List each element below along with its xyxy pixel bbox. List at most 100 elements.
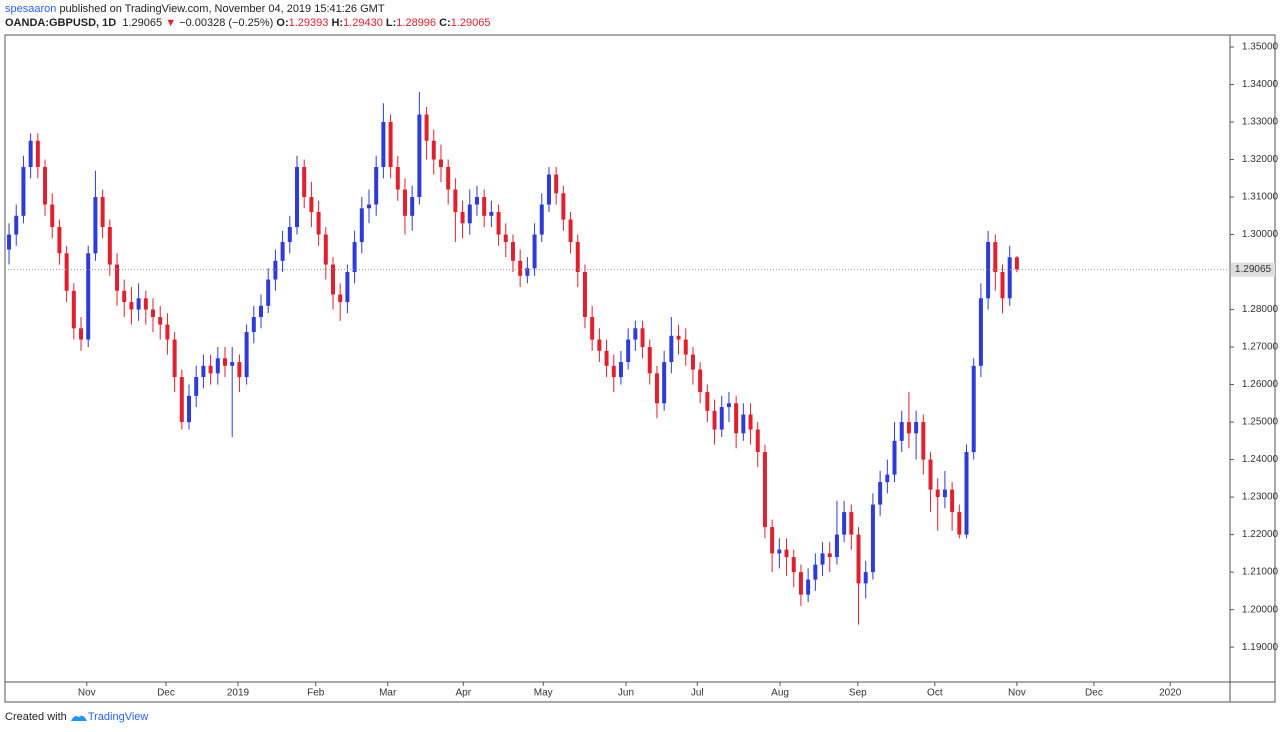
y-tick-label: 1.25000 [1242,417,1279,428]
candle-body [698,369,703,393]
candle-body [863,572,868,584]
x-tick-label: Aug [771,688,789,699]
y-tick-label: 1.22000 [1242,529,1279,540]
y-tick-label: 1.27000 [1242,342,1279,353]
candle-body [964,452,969,535]
candle-body [1007,257,1012,299]
candle-body [813,564,818,580]
candle-body [86,253,91,340]
candle-body [618,362,623,378]
candle-body [712,410,717,430]
candle-body [669,335,674,363]
y-tick-label: 1.20000 [1242,604,1279,615]
candle-body [57,227,62,254]
candle-body [892,440,897,475]
candle-body [928,459,933,490]
candle-body [856,534,861,584]
candle-body [294,167,299,228]
last-price-label: 1.29065 [1235,264,1272,275]
candle-body [950,489,955,513]
candle-body [546,174,551,205]
candle-body [482,197,487,216]
ohlc-label: C: [439,17,451,29]
candle-body [107,227,112,265]
x-tick-label: Oct [927,688,943,699]
x-tick-label: Dec [157,688,175,699]
logo [70,715,87,721]
candle-body [460,212,465,224]
candle-body [806,579,811,595]
candle-body [734,403,739,434]
y-tick-label: 1.21000 [1242,567,1279,578]
candle-body [309,197,314,213]
candle-body [676,335,681,340]
candle-body [266,279,271,306]
ohlc-label: H: [331,17,344,29]
candle-body [474,197,479,205]
candle-body [374,167,379,205]
candle-body [1014,257,1019,270]
candle-body [662,362,667,404]
ohlc-value: 1.29430 [343,17,383,29]
candle-body [388,122,393,168]
x-tick-label: Dec [1085,688,1103,699]
y-tick-label: 1.34000 [1242,79,1279,90]
chart: 1.19000 1.20000 1.21000 1.22000 1.23000 1.240… [4,34,1279,703]
candle-body [575,242,580,273]
author[interactable]: spesaaron [5,3,57,15]
candle-body [496,212,501,235]
candle-body [237,362,242,378]
candle-body [842,512,847,535]
candle-body [129,302,134,310]
candle-body [330,264,335,295]
candle-body [647,347,652,374]
candle-body [683,339,688,355]
ohlc-value: 1.28996 [396,17,437,29]
ohlc-value: 1.29393 [288,17,329,29]
candle-body [14,215,19,235]
candle-body [21,167,26,216]
candle-body [726,403,731,408]
candle-body [885,474,890,483]
candle-body [993,242,998,273]
candle-body [921,422,926,460]
y-tick-label: 1.19000 [1242,642,1279,653]
arrow: ▼ [165,17,177,29]
candle-body [244,332,249,378]
ohlc-value: 1.29065 [450,17,491,29]
candle-body [762,452,767,528]
candle-body [626,339,631,363]
y-tick-label: 1.31000 [1242,192,1279,203]
candle-body [554,174,559,194]
candle-body [798,572,803,595]
brand[interactable]: TradingView [87,711,149,723]
x-tick-label: Feb [307,688,325,699]
candle-body [525,268,530,276]
candle-body [424,114,429,141]
candle-body [402,189,407,216]
x-tick-label: 2019 [227,688,250,699]
candle-body [611,365,616,378]
candle-body [510,242,515,261]
candle-body [446,167,451,190]
candle-body [215,358,220,374]
candle-body [906,422,911,434]
candle-body [172,339,177,378]
price: 1.29065 [122,17,163,29]
candle-body [568,219,573,243]
candle-body [50,204,55,228]
candle-body [410,197,415,216]
candle-body [43,167,48,205]
y-tick-label: 1.33000 [1242,117,1279,128]
candle-body [7,234,12,250]
frame [4,34,1276,703]
x-tick-label: Sep [849,688,867,699]
candle-body [338,294,343,303]
candle-body [64,253,69,291]
published: published on TradingView.com, November 0… [59,3,385,15]
candle-body [381,122,386,168]
candle-body [539,204,544,235]
candle-body [935,489,940,498]
candle-body [438,159,443,168]
candle-body [280,242,285,261]
